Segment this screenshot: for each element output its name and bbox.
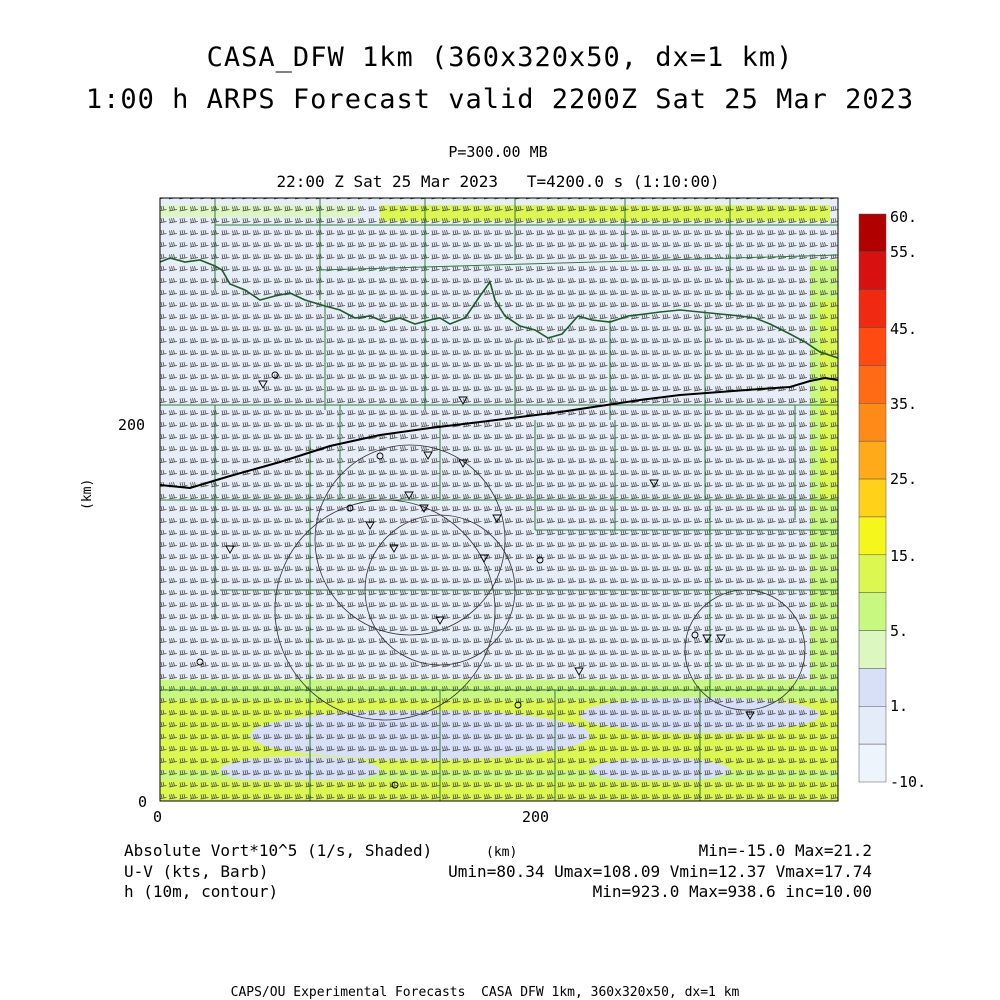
- colorbar-label: -10.: [890, 773, 927, 791]
- plot-frame: [159, 197, 839, 802]
- colorbar-swatch: [858, 592, 887, 631]
- colorbar-swatch: [858, 478, 887, 518]
- radar-range-rings: [274, 444, 806, 721]
- county-boundaries: [160, 198, 839, 801]
- colorbar-swatch: [858, 403, 887, 442]
- colorbar-label: 5.: [890, 622, 909, 640]
- colorbar-label: 25.: [890, 470, 918, 488]
- title-line-2: 1:00 h ARPS Forecast valid 2200Z Sat 25 …: [85, 84, 915, 115]
- colorbar-label: 45.: [890, 320, 918, 338]
- field-height: h (10m, contour): [124, 882, 279, 901]
- valid-time: 22:00 Z Sat 25 Mar 2023 T=4200.0 s (1:10…: [276, 172, 720, 191]
- colorbar-swatch: [858, 516, 887, 556]
- colorbar-swatch: [858, 289, 887, 328]
- y-tick-200: 200: [118, 416, 146, 434]
- colorbar: [858, 213, 887, 783]
- x-tick-200: 200: [522, 808, 550, 826]
- colorbar-swatch: [858, 706, 887, 745]
- colorbar-swatch: [858, 743, 887, 783]
- colorbar-label: 15.: [890, 547, 918, 565]
- y-tick-0: 0: [138, 793, 148, 811]
- colorbar-swatch: [858, 365, 887, 404]
- x-tick-0: 0: [153, 808, 163, 826]
- colorbar-swatch: [858, 668, 887, 707]
- colorbar-swatch: [858, 554, 887, 593]
- vorticity-stats: Min=-15.0 Max=21.2: [698, 841, 872, 860]
- colorbar-label: 60.: [890, 208, 918, 226]
- station-markers: [196, 371, 755, 789]
- wind-stats: Umin=80.34 Umax=108.09 Vmin=12.37 Vmax=1…: [448, 862, 872, 881]
- footer-credit: CAPS/OU Experimental Forecasts CASA DFW …: [230, 985, 740, 1000]
- colorbar-label: 1.: [890, 697, 909, 715]
- height-contour: [159, 376, 839, 490]
- x-axis-label: (km): [486, 845, 518, 860]
- pressure-level: P=300.00 MB: [448, 143, 548, 161]
- field-vorticity: Absolute Vort*10^5 (1/s, Shaded): [124, 841, 433, 860]
- colorbar-swatch: [858, 630, 887, 669]
- colorbar-label: 55.: [890, 243, 918, 261]
- colorbar-swatch: [858, 327, 887, 366]
- colorbar-swatch: [858, 213, 887, 253]
- colorbar-swatch: [858, 440, 887, 480]
- red-river-boundary: [159, 257, 839, 359]
- colorbar-swatch: [858, 251, 887, 290]
- title-line-1: CASA_DFW 1km (360x320x50, dx=1 km): [206, 42, 794, 73]
- height-stats: Min=923.0 Max=938.6 inc=10.00: [592, 882, 872, 901]
- field-wind: U-V (kts, Barb): [124, 862, 269, 881]
- y-axis-label: (km): [80, 478, 95, 510]
- colorbar-label: 35.: [890, 395, 918, 413]
